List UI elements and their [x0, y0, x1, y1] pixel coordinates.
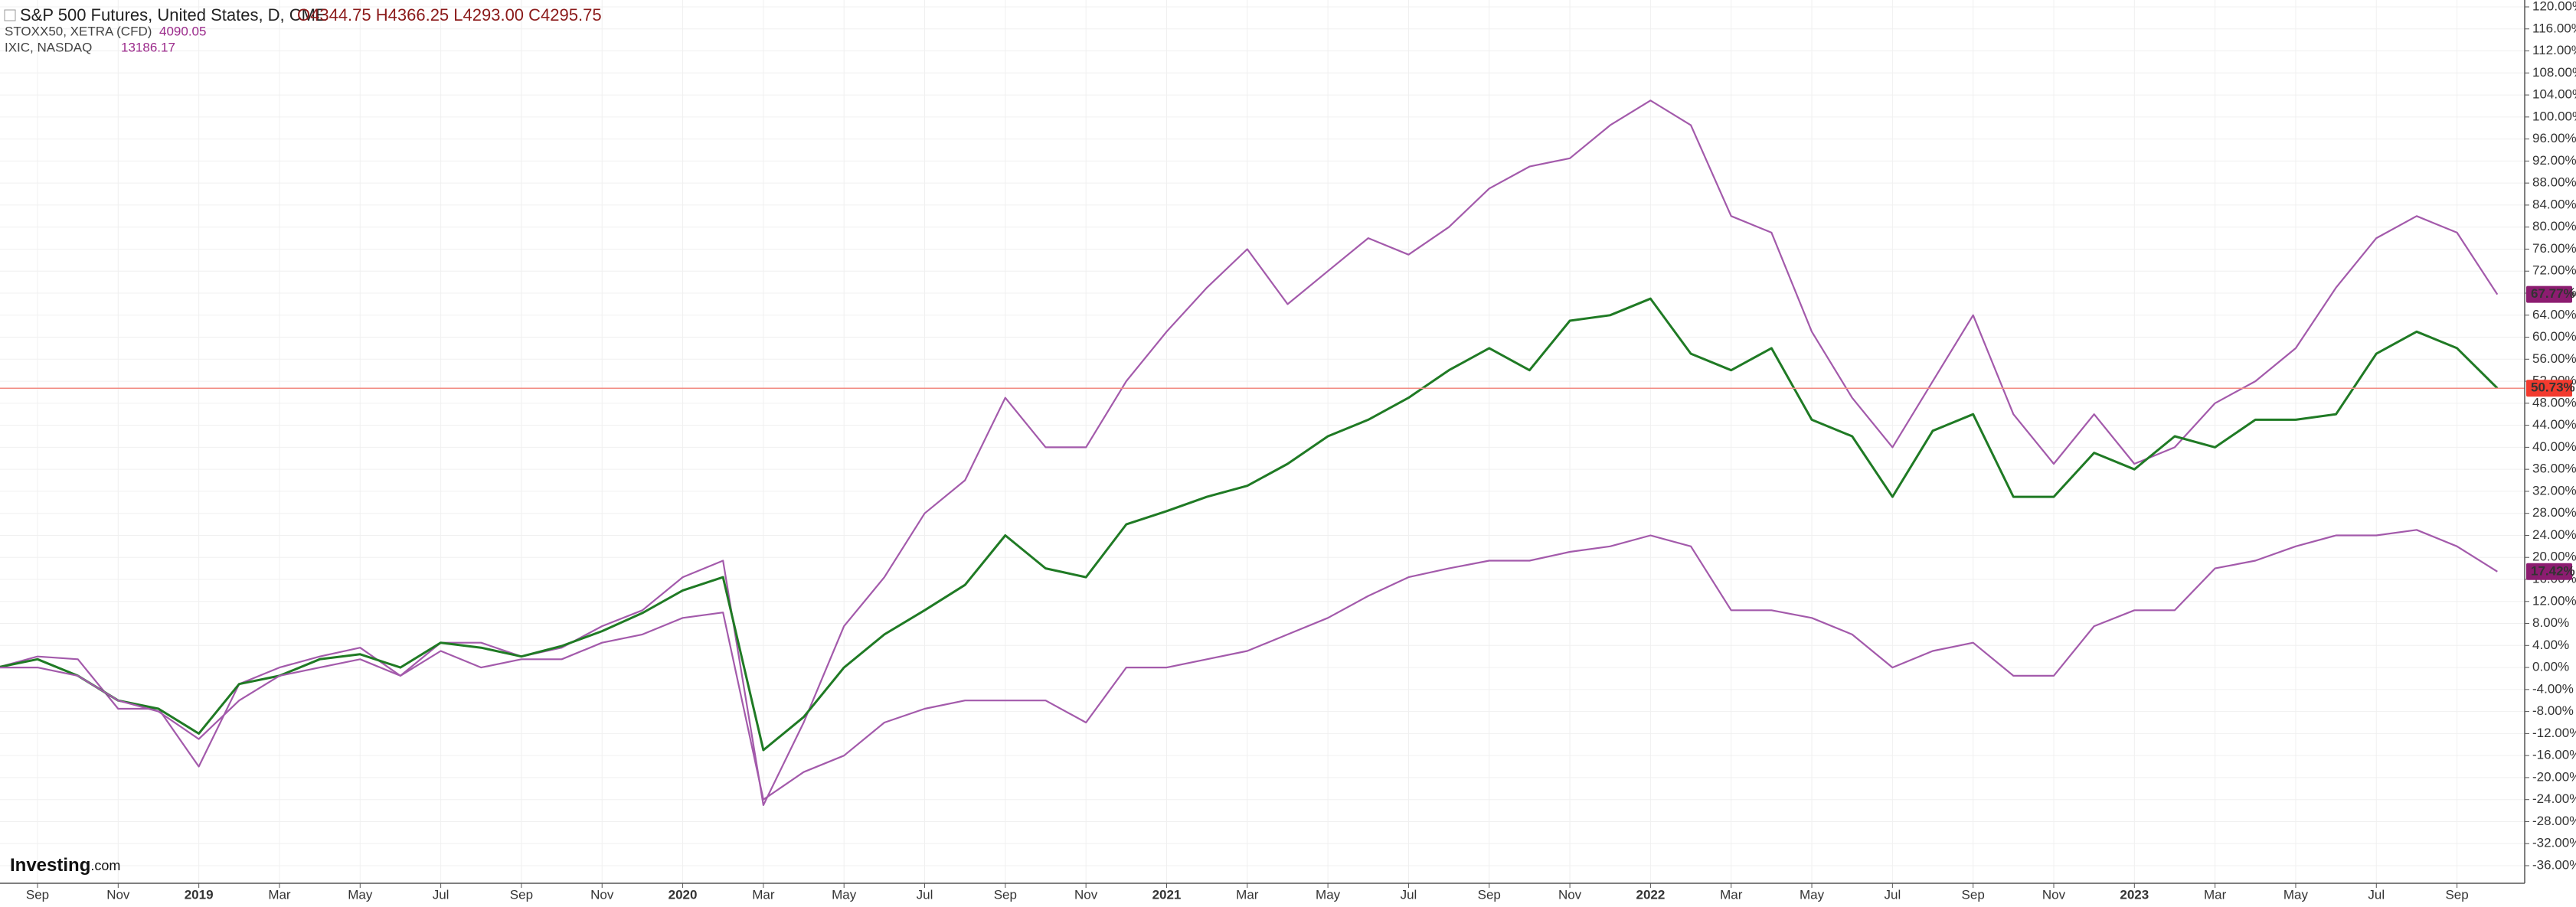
last-value-badge — [2526, 380, 2572, 397]
y-tick-label: -8.00% — [2532, 703, 2574, 718]
x-tick-label: May — [1800, 887, 1825, 902]
x-tick-label: Nov — [590, 887, 614, 902]
last-value-badge — [2526, 563, 2572, 580]
series-line — [0, 529, 2498, 801]
y-tick-label: -36.00% — [2532, 857, 2576, 872]
series-line — [0, 100, 2499, 807]
x-tick-label: 2019 — [185, 887, 214, 902]
last-value-label: 67.77% — [2531, 286, 2575, 301]
logo-main: Investing — [10, 855, 90, 876]
y-tick-label: 0.00% — [2532, 660, 2569, 674]
y-tick-label: -24.00% — [2532, 791, 2576, 806]
x-tick-label: Mar — [1720, 887, 1743, 902]
y-tick-label: 112.00% — [2532, 43, 2576, 57]
logo-suffix: .com — [90, 858, 120, 873]
second-symbol[interactable]: STOXX50, XETRA (CFD) — [5, 24, 152, 38]
y-tick-label: 76.00% — [2532, 241, 2576, 256]
third-symbol[interactable]: IXIC, NASDAQ — [5, 40, 92, 54]
y-tick-label: 32.00% — [2532, 483, 2576, 498]
x-tick-label: Nov — [1558, 887, 1582, 902]
x-tick-label: May — [832, 887, 857, 902]
y-tick-label: 60.00% — [2532, 329, 2576, 344]
series-line — [0, 297, 2499, 752]
y-tick-label: 44.00% — [2532, 417, 2576, 432]
y-tick-label: -32.00% — [2532, 836, 2576, 850]
ticks: -36.00% -32.00% -28.00% -24.00% -20.00% -16.0… — [26, 0, 2576, 902]
y-tick-label: 108.00% — [2532, 65, 2576, 80]
x-tick-label: Sep — [510, 887, 533, 902]
y-tick-label: 64.00% — [2532, 307, 2576, 321]
y-tick-label: 104.00% — [2532, 87, 2576, 102]
x-tick-label: Jul — [1884, 887, 1901, 902]
collapse-icon[interactable] — [4, 9, 16, 21]
x-tick-label: Jul — [2368, 887, 2385, 902]
x-tick-label: Sep — [994, 887, 1017, 902]
y-tick-label: 28.00% — [2532, 505, 2576, 520]
y-tick-label: -16.00% — [2532, 748, 2576, 762]
x-tick-label: Sep — [1962, 887, 1985, 902]
y-tick-label: 88.00% — [2532, 175, 2576, 190]
y-tick-label: 4.00% — [2532, 638, 2569, 652]
y-tick-label: 56.00% — [2532, 351, 2576, 366]
x-tick-label: 2020 — [669, 887, 698, 902]
y-tick-label: 84.00% — [2532, 197, 2576, 211]
x-tick-label: Nov — [106, 887, 130, 902]
x-tick-label: Jul — [1401, 887, 1417, 902]
y-tick-label: 116.00% — [2532, 21, 2576, 35]
x-tick-label: Sep — [2445, 887, 2468, 902]
x-tick-label: Mar — [2204, 887, 2227, 902]
ohlc-values: O4344.75 H4366.25 L4293.00 C4295.75 — [297, 5, 602, 24]
third-value: 13186.17 — [121, 40, 175, 54]
y-tick-label: 8.00% — [2532, 615, 2569, 630]
y-tick-label: -20.00% — [2532, 769, 2576, 784]
x-tick-label: Sep — [26, 887, 49, 902]
logo: Investing.com — [10, 855, 120, 876]
y-tick-label: -4.00% — [2532, 681, 2574, 696]
x-tick-label: 2022 — [1636, 887, 1665, 902]
y-tick-label: 96.00% — [2532, 131, 2576, 145]
grid — [0, 0, 2525, 883]
y-tick-label: -12.00% — [2532, 726, 2576, 740]
y-tick-label: 40.00% — [2532, 439, 2576, 454]
main-symbol[interactable]: S&P 500 Futures, United States, D, CME — [20, 5, 327, 24]
y-tick-label: -28.00% — [2532, 814, 2576, 828]
x-tick-label: 2023 — [2120, 887, 2149, 902]
x-tick-label: Mar — [1236, 887, 1259, 902]
x-tick-label: 2021 — [1152, 887, 1182, 902]
y-tick-label: 12.00% — [2532, 593, 2576, 608]
y-tick-label: 72.00% — [2532, 263, 2576, 278]
y-tick-label: 120.00% — [2532, 0, 2576, 13]
y-tick-label: 80.00% — [2532, 219, 2576, 233]
x-tick-label: Mar — [268, 887, 291, 902]
plot — [0, 100, 2525, 807]
y-tick-label: 92.00% — [2532, 153, 2576, 168]
x-tick-label: Mar — [752, 887, 775, 902]
x-tick-label: Sep — [1478, 887, 1501, 902]
last-value-label: 17.42% — [2531, 563, 2575, 578]
x-tick-label: Jul — [433, 887, 449, 902]
last-value-label: 50.73% — [2531, 380, 2575, 395]
x-tick-label: May — [2283, 887, 2309, 902]
x-tick-label: Jul — [917, 887, 933, 902]
y-tick-label: 24.00% — [2532, 527, 2576, 542]
last-value-badge — [2526, 285, 2572, 303]
second-value: 4090.05 — [159, 24, 206, 38]
y-tick-label: 48.00% — [2532, 395, 2576, 409]
x-tick-label: May — [1316, 887, 1341, 902]
y-tick-label: 100.00% — [2532, 109, 2576, 123]
x-tick-label: May — [348, 887, 373, 902]
legend-header: S&P 500 Futures, United States, D, CME O… — [4, 5, 602, 54]
x-tick-label: Nov — [1074, 887, 1098, 902]
y-tick-label: 20.00% — [2532, 550, 2576, 564]
x-tick-label: Nov — [2042, 887, 2066, 902]
y-tick-label: 36.00% — [2532, 462, 2576, 476]
